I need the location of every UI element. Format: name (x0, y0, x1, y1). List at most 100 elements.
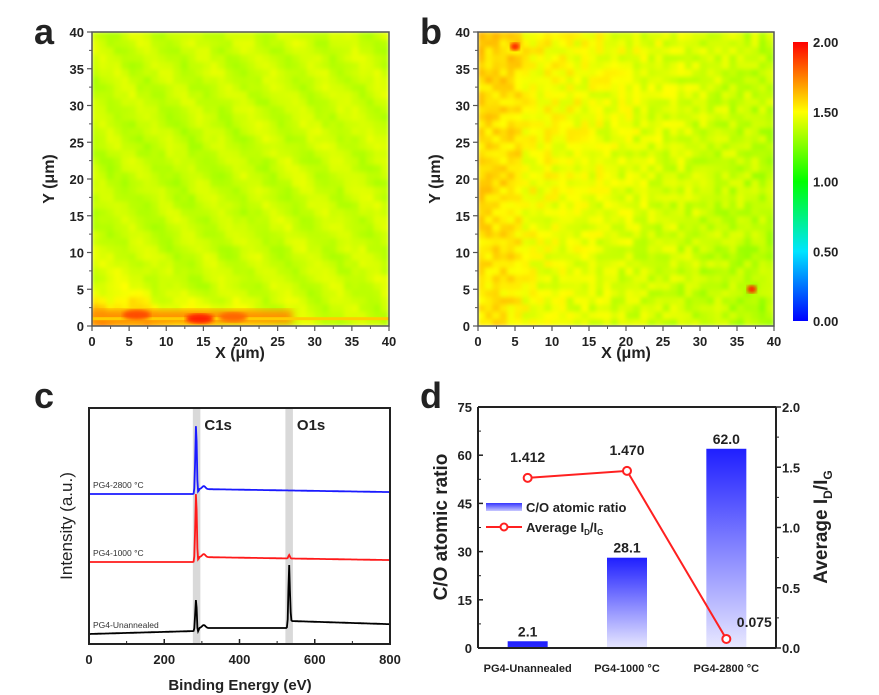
heatmap-cell (351, 207, 360, 217)
heatmap-cell (210, 237, 219, 246)
heatmap-cell (217, 119, 227, 129)
heatmap-cell (521, 185, 531, 195)
heatmap-cell (714, 207, 723, 217)
heatmap-cell (692, 68, 701, 77)
heatmap-cell (314, 178, 323, 187)
heatmap-cell (647, 207, 657, 217)
heatmap-cell (165, 82, 175, 92)
heatmap-cell (113, 193, 123, 202)
heatmap-cell (299, 141, 308, 151)
heatmap-cell (588, 112, 597, 121)
heatmap-cell (358, 200, 368, 209)
heatmap-cell (113, 119, 123, 129)
heatmap-cell (247, 105, 256, 114)
heatmap-cell (751, 53, 760, 62)
y-tick-label: 45 (458, 496, 472, 511)
heatmap-cell (684, 296, 694, 305)
heatmap-cell (706, 127, 716, 136)
heatmap-cell (736, 237, 745, 246)
heatmap-cell (291, 244, 301, 253)
heatmap-cell (143, 149, 152, 158)
heatmap-cell (254, 112, 264, 121)
heatmap-cell (751, 60, 760, 70)
heatmap-cell (669, 105, 679, 114)
heatmap-cell (314, 274, 323, 283)
heatmap-cell (98, 274, 108, 283)
heatmap-cell (647, 171, 657, 180)
heatmap-cell (217, 46, 227, 55)
heatmap-cell (677, 193, 686, 202)
heatmap-cell (136, 229, 145, 239)
heatmap-cell (254, 185, 264, 195)
heatmap-cell (640, 53, 649, 62)
heatmap-cell (262, 288, 271, 298)
heatmap-cell (351, 32, 360, 40)
heatmap-cell (210, 185, 219, 195)
heatmap-cell (551, 244, 560, 253)
heatmap-cell (736, 105, 745, 114)
y-tick-label: 0 (77, 319, 84, 334)
heatmap-cell (366, 207, 375, 217)
heatmap-cell (692, 296, 701, 305)
heatmap-cell (706, 237, 716, 246)
heatmap-cell (662, 53, 671, 62)
heatmap-cell (529, 310, 538, 320)
heatmap-cell (766, 82, 774, 92)
heatmap-cell (684, 32, 694, 40)
heatmap-cell (536, 38, 546, 48)
heatmap-cell (336, 156, 345, 165)
heatmap-cell (699, 259, 708, 268)
heatmap-cell (758, 288, 768, 298)
heatmap-cell (595, 215, 605, 224)
heatmap-cell (381, 310, 389, 320)
heatmap-cell (736, 127, 745, 136)
heatmap-cell (329, 171, 338, 180)
y-tick-label: 25 (456, 135, 470, 150)
heatmap-cell (558, 244, 568, 253)
heatmap-cell (669, 229, 679, 239)
heatmap-cell (202, 178, 212, 187)
heatmap-cell (684, 163, 694, 173)
heatmap-cell (351, 156, 360, 165)
heatmap-cell (618, 105, 627, 114)
heatmap-cell (381, 97, 389, 106)
heatmap-cell (188, 46, 197, 55)
svg-text:Average ID/IG: Average ID/IG (811, 470, 835, 583)
heatmap-cell (314, 134, 323, 143)
heatmap-cell (625, 237, 634, 246)
heatmap-cell (721, 281, 731, 290)
heatmap-cell (225, 53, 234, 62)
heatmap-cell (714, 237, 723, 246)
heatmap-cell (173, 171, 182, 180)
heatmap-cell (618, 82, 627, 92)
colorbar-tick-label: 0.50 (813, 244, 838, 259)
heatmap-cell (321, 112, 331, 121)
heatmap-cell (478, 53, 486, 62)
heatmap-cell (573, 288, 583, 298)
heatmap-cell (507, 38, 516, 48)
heatmap-cell (180, 119, 190, 129)
heatmap-cell (92, 105, 100, 114)
heatmap-cell (558, 97, 568, 106)
heatmap-cell (106, 156, 115, 165)
heatmap-cell (121, 32, 130, 40)
heatmap-cell (640, 252, 649, 261)
heatmap-cell (299, 296, 308, 305)
heatmap-cell (581, 229, 590, 239)
heatmap-cell (632, 68, 642, 77)
heatmap-cell (180, 82, 190, 92)
line-point (622, 465, 632, 476)
heatmap-cell (595, 68, 605, 77)
heatmap-cell (655, 244, 664, 253)
heatmap-cell (647, 163, 657, 173)
y-tick-label: 5 (463, 282, 470, 297)
heatmap-cell (92, 303, 100, 312)
heatmap-cell (603, 237, 612, 246)
heatmap-cell (306, 68, 316, 77)
heatmap-cell (662, 112, 671, 121)
heatmap-cell (699, 193, 708, 202)
bar-chart-ylabel: C/O atomic ratio (431, 454, 452, 601)
heatmap-cell (573, 112, 583, 121)
heatmap-cell (284, 185, 293, 195)
